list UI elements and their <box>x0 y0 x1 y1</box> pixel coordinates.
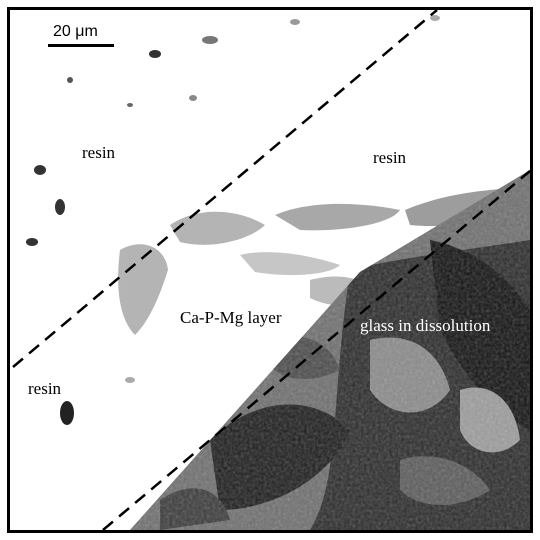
label-resin-top-right: resin <box>373 148 407 167</box>
label-ca-p-mg-layer: Ca-P-Mg layer <box>180 308 282 327</box>
scale-bar-label: 20 μm <box>53 23 98 40</box>
label-glass-in-dissolution: glass in dissolution <box>360 316 491 335</box>
micrograph-frame: 20 μm resin resin resin Ca-P-Mg layer gl… <box>7 7 533 533</box>
resin-specks <box>26 15 440 425</box>
label-resin-top-left: resin <box>82 143 116 162</box>
scale-bar <box>48 44 114 47</box>
label-resin-bottom-left: resin <box>28 379 62 398</box>
micrograph-image <box>10 10 530 530</box>
boundary-line-lower <box>102 170 530 530</box>
boundary-line-upper <box>12 10 438 368</box>
